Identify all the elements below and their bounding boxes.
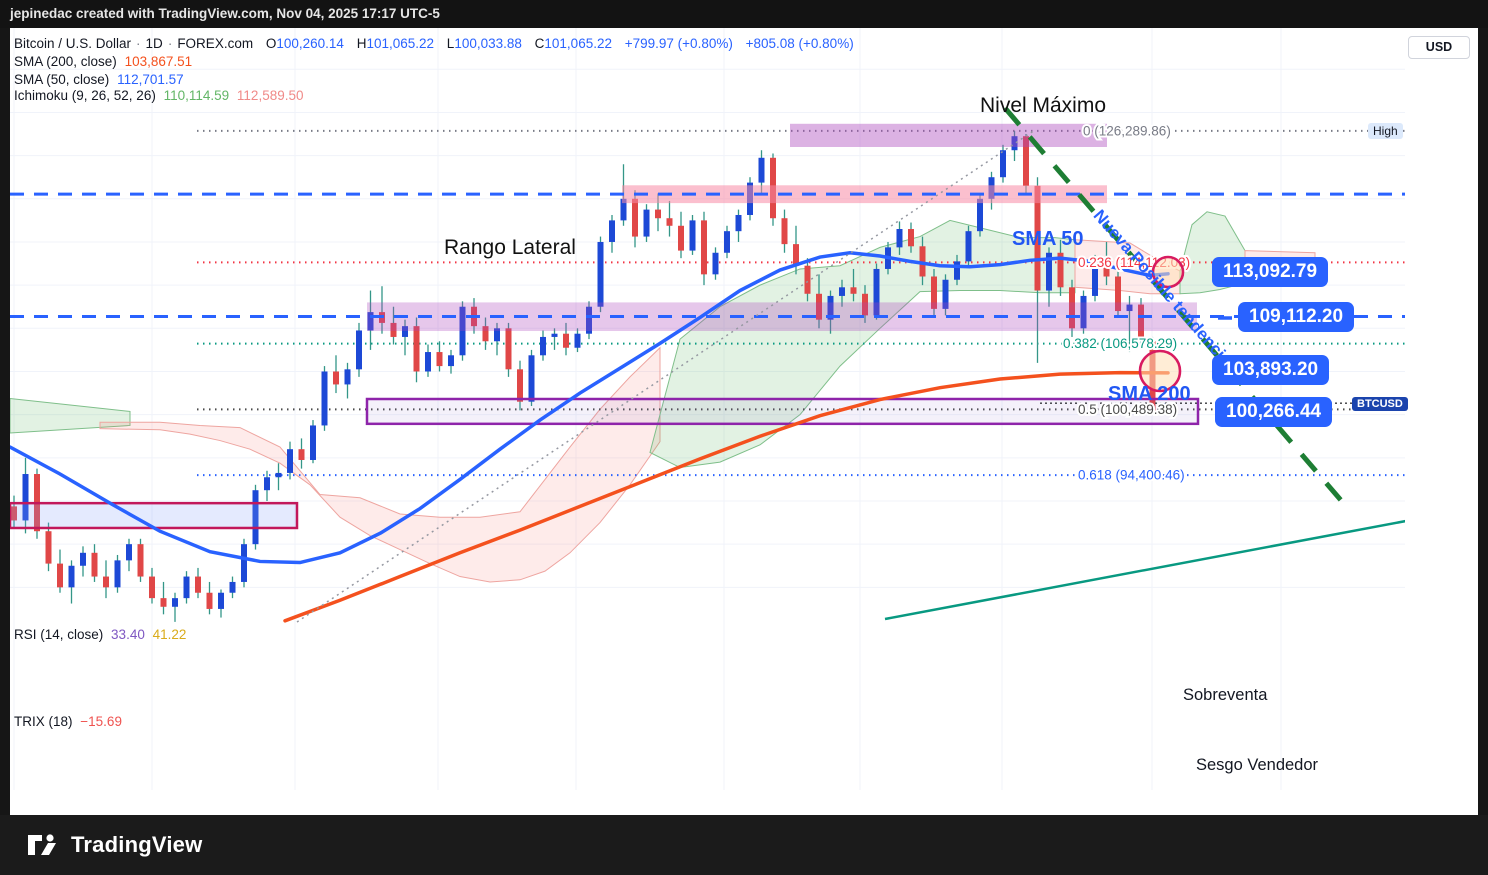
sma50-legend-label: SMA (50, close)	[14, 72, 110, 87]
sma200-legend-row[interactable]: SMA (200, close) 103,867.51	[14, 54, 192, 69]
attribution-bar: jepinedac created with TradingView.com, …	[0, 0, 1488, 28]
rsi-ma-legend-value: 41.22	[152, 627, 187, 642]
ichimoku-legend-row[interactable]: Ichimoku (9, 26, 52, 26) 110,114.59 112,…	[14, 88, 304, 103]
price-callout-109112[interactable]: 109,112.20	[1238, 302, 1355, 332]
price-callout-113092[interactable]: 113,092.79	[1212, 257, 1329, 287]
rsi-legend-label: RSI (14, close)	[14, 627, 104, 642]
trix-legend-value: −15.69	[80, 714, 122, 729]
change-absolute: +799.97 (+0.80%)	[624, 36, 733, 51]
separator-dot: ·	[136, 36, 141, 51]
separator-dot: ·	[167, 36, 173, 51]
tradingview-logo-icon	[28, 834, 56, 855]
svg-text:0 (126,289.86): 0 (126,289.86)	[1083, 123, 1171, 138]
sma50-legend-value: 112,701.57	[117, 72, 184, 87]
currency-toggle-button[interactable]: USD	[1408, 36, 1470, 59]
change-percent: +805.08 (+0.80%)	[745, 36, 854, 51]
tradingview-logo[interactable]: TradingView	[26, 829, 202, 861]
btcusd-label-chip: BTCUSD	[1352, 397, 1408, 411]
ichimoku-legend-label: Ichimoku (9, 26, 52, 26)	[14, 88, 156, 103]
trix-legend-row[interactable]: TRIX (18) −15.69	[14, 714, 122, 729]
rsi-legend-row[interactable]: RSI (14, close) 33.40 41.22	[14, 627, 186, 642]
svg-text:0.618 (94,400.46): 0.618 (94,400.46)	[1078, 468, 1185, 483]
ichimoku-value-1: 110,114.59	[163, 88, 230, 103]
svg-text:0.382 (106,578.29): 0.382 (106,578.29)	[1063, 336, 1177, 351]
ichimoku-value-2: 112,589.50	[236, 88, 304, 103]
footer-bar	[0, 815, 1488, 875]
rango-lateral-annotation[interactable]: Rango Lateral	[444, 236, 576, 259]
high-label-chip: High	[1368, 123, 1403, 139]
attribution-text: jepinedac created with TradingView.com, …	[10, 6, 440, 21]
sma50-chart-label[interactable]: SMA 50	[1012, 228, 1084, 250]
interval-label[interactable]: 1D	[145, 36, 163, 51]
trix-legend-label: TRIX (18)	[14, 714, 73, 729]
sma200-legend-label: SMA (200, close)	[14, 54, 117, 69]
symbol-legend-row[interactable]: Bitcoin / U.S. Dollar · 1D · FOREX.com O100,…	[14, 36, 854, 51]
ohlc-open: O100,260.14	[265, 36, 344, 51]
sobreventa-annotation[interactable]: Sobreventa	[1183, 686, 1268, 704]
ohlc-close: C101,065.22	[534, 36, 612, 51]
sma200-legend-value: 103,867.51	[124, 54, 193, 69]
svg-text:0.5 (100,489.38): 0.5 (100,489.38)	[1078, 402, 1177, 417]
sma200-chart-label[interactable]: SMA 200	[1108, 383, 1191, 405]
price-callout-103893[interactable]: 103,893.20	[1212, 355, 1330, 385]
rsi-legend-value: 33.40	[111, 627, 145, 642]
nivel-maximo-annotation[interactable]: Nivel Máximo	[980, 94, 1107, 117]
sma50-legend-row[interactable]: SMA (50, close) 112,701.57	[14, 72, 184, 87]
sesgo-vendedor-annotation[interactable]: Sesgo Vendedor	[1196, 756, 1319, 774]
exchange-label[interactable]: FOREX.com	[177, 36, 254, 51]
price-callout-100266[interactable]: 100,266.44	[1215, 397, 1333, 427]
ohlc-high: H101,065.22	[356, 36, 435, 51]
symbol-title[interactable]: Bitcoin / U.S. Dollar	[14, 36, 132, 51]
ohlc-low: L100,033.88	[446, 36, 522, 51]
tradingview-logo-text: TradingView	[71, 832, 203, 857]
